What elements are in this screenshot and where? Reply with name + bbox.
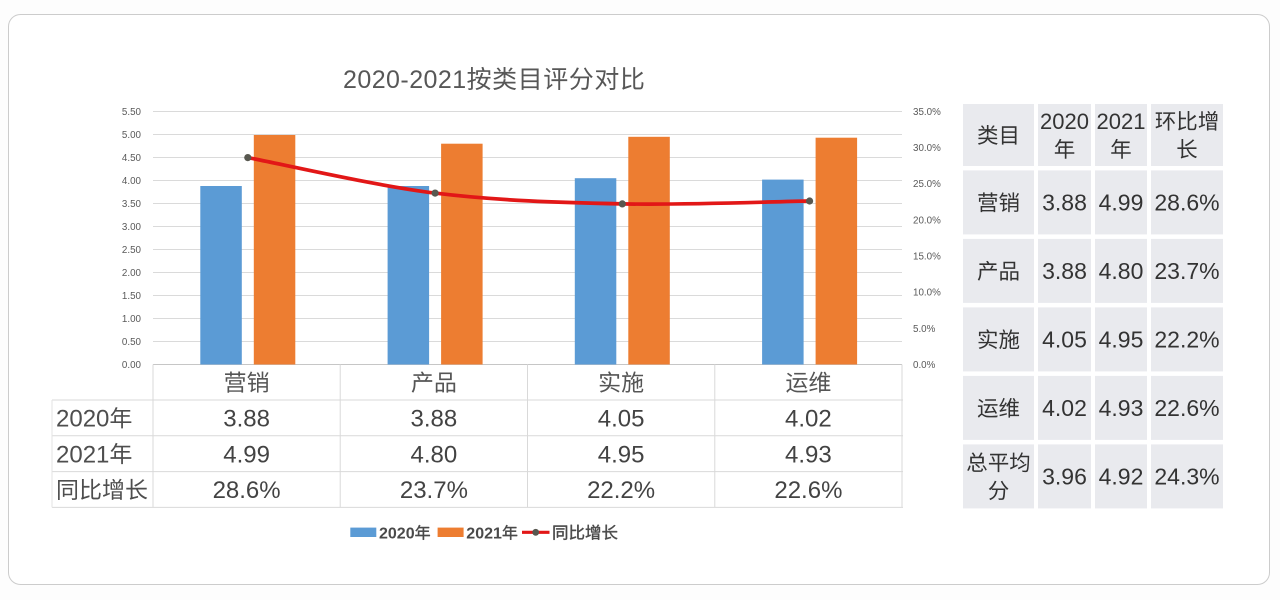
svg-text:2020-2021: 2020-2021 [343, 66, 467, 94]
svg-text:22.2%: 22.2% [1154, 326, 1219, 352]
svg-text:4.93: 4.93 [785, 441, 832, 468]
svg-text:3.00: 3.00 [122, 222, 142, 233]
svg-text:4.02: 4.02 [785, 406, 832, 433]
svg-text:3.88: 3.88 [223, 406, 270, 433]
svg-text:1.50: 1.50 [122, 291, 142, 302]
svg-text:2.50: 2.50 [122, 245, 142, 256]
svg-text:20.0%: 20.0% [913, 215, 941, 226]
svg-text:4.95: 4.95 [1099, 326, 1144, 352]
svg-text:3.96: 3.96 [1042, 463, 1087, 489]
svg-text:1.00: 1.00 [122, 314, 142, 325]
svg-text:0.0%: 0.0% [913, 360, 936, 371]
svg-text:24.3%: 24.3% [1154, 463, 1219, 489]
svg-text:28.6%: 28.6% [1154, 189, 1219, 215]
svg-text:2020: 2020 [379, 526, 415, 543]
svg-text:4.80: 4.80 [411, 441, 458, 468]
svg-text:23.7%: 23.7% [1154, 258, 1219, 284]
svg-text:4.92: 4.92 [1099, 463, 1144, 489]
svg-text:5.0%: 5.0% [913, 324, 936, 335]
svg-text:4.95: 4.95 [598, 441, 645, 468]
svg-text:3.88: 3.88 [1042, 258, 1087, 284]
svg-text:25.0%: 25.0% [913, 179, 941, 190]
svg-text:4.80: 4.80 [1099, 258, 1144, 284]
svg-text:2020: 2020 [1040, 109, 1089, 134]
svg-text:2.00: 2.00 [122, 268, 142, 279]
svg-text:2021: 2021 [466, 526, 502, 543]
svg-text:30.0%: 30.0% [913, 143, 941, 154]
svg-text:28.6%: 28.6% [213, 477, 281, 504]
svg-text:23.7%: 23.7% [400, 477, 468, 504]
svg-text:5.50: 5.50 [122, 107, 142, 118]
svg-text:4.93: 4.93 [1099, 395, 1144, 421]
svg-text:4.99: 4.99 [223, 441, 270, 468]
svg-text:4.05: 4.05 [1042, 326, 1087, 352]
svg-text:10.0%: 10.0% [913, 288, 941, 299]
svg-text:3.88: 3.88 [1042, 189, 1087, 215]
svg-text:4.02: 4.02 [1042, 395, 1087, 421]
svg-text:35.0%: 35.0% [913, 107, 941, 118]
svg-text:3.88: 3.88 [411, 406, 458, 433]
svg-text:2021: 2021 [56, 441, 109, 468]
svg-text:0.00: 0.00 [122, 360, 142, 371]
svg-text:4.99: 4.99 [1099, 189, 1144, 215]
svg-text:15.0%: 15.0% [913, 252, 941, 263]
svg-text:22.2%: 22.2% [587, 477, 655, 504]
svg-text:4.05: 4.05 [598, 406, 645, 433]
svg-text:2021: 2021 [1097, 109, 1146, 134]
svg-text:22.6%: 22.6% [1154, 395, 1219, 421]
svg-text:5.00: 5.00 [122, 130, 142, 141]
svg-text:3.50: 3.50 [122, 199, 142, 210]
svg-text:4.00: 4.00 [122, 176, 142, 187]
svg-text:4.50: 4.50 [122, 153, 142, 164]
svg-text:22.6%: 22.6% [774, 477, 842, 504]
svg-text:2020: 2020 [56, 406, 109, 433]
svg-text:0.50: 0.50 [122, 337, 142, 348]
